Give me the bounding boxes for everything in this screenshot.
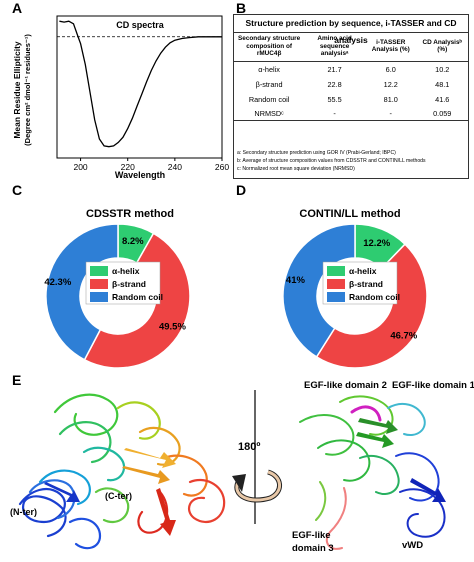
legend-label: β-strand (112, 279, 146, 289)
protein-structure-left (18, 393, 226, 550)
donut-slice-label: 8.2% (122, 236, 144, 247)
footnote: a: Secondary structure prediction using … (237, 150, 396, 156)
egf-domain-1-label: EGF-like domain 1 (392, 380, 474, 391)
legend-label: Random coil (349, 292, 400, 302)
donut-slice-label: 42.3% (44, 277, 71, 288)
table-cell: α-helix (258, 64, 280, 74)
donut-slice-label: 41% (286, 275, 306, 286)
table-row: Random coil 55.5 81.0 41.6 (234, 92, 468, 107)
beta-sheet-right (356, 418, 446, 502)
table-cell: 12.2 (383, 79, 398, 89)
table-cell: 0.059 (416, 106, 468, 121)
donut-slice-label: 49.5% (159, 322, 186, 333)
legend-swatch (90, 279, 108, 289)
cd-ylabel-units: (Degree cm² dmol⁻¹ residues⁻¹) (23, 34, 32, 146)
legend-label: α-helix (112, 266, 140, 276)
panel-label-e: E (12, 372, 22, 388)
donut-slice-label: 46.7% (390, 330, 417, 341)
cd-x-tick-label: 220 (121, 162, 135, 172)
donut-legend: α-helix β-strand Random coil (85, 261, 163, 305)
donut-chart-contin: 12.2% 46.7% 41% α-helix β-strand Random coil (282, 223, 428, 369)
cd-xlabel: Wavelength (115, 170, 165, 180)
c-terminus-label: (C-ter) (105, 491, 132, 501)
table-header: i-TASSER Analysis (%) (365, 34, 417, 62)
legend-swatch (327, 279, 345, 289)
results-table: Secondary structure composition of rMUC4… (234, 34, 468, 121)
table-row: α-helix 21.7 6.0 10.2 (234, 61, 468, 77)
donut-d-title: CONTIN/LL method (299, 208, 401, 220)
table-cell: β-strand (255, 79, 283, 89)
egf-domain-3-label-line1: EGF-like (292, 530, 331, 541)
cd-x-tick-label: 240 (168, 162, 182, 172)
table-header: CD Analysisᵇ (%) (416, 34, 468, 62)
table-cell: Random coil (248, 94, 290, 104)
legend-label: Random coil (112, 292, 163, 302)
table-cell: NRMSDᶜ (234, 106, 305, 121)
donut-slice (282, 223, 356, 358)
donut-c-title: CDSSTR method (86, 208, 174, 220)
egf-domain-3-label-line2: domain 3 (292, 543, 334, 554)
panel-label-c: C (12, 182, 23, 198)
footnote: b: Average of structure composition valu… (237, 158, 426, 164)
table-cell: 10.2 (435, 64, 450, 74)
beta-sheet-arrows (44, 448, 176, 536)
legend-label: β-strand (349, 279, 383, 289)
table-cell: - (365, 106, 417, 121)
cd-spectrum-chart: Mean Residue Ellipticity (Degree cm² dmo… (12, 15, 229, 180)
cd-series-line (59, 20, 222, 148)
panel-label-a: A (12, 0, 23, 16)
cd-x-tick-label: 260 (215, 162, 229, 172)
cd-ylabel: Mean Residue Ellipticity (12, 41, 22, 139)
table-row: NRMSDᶜ - - 0.059 (234, 106, 468, 121)
legend-swatch (327, 292, 345, 302)
vwd-label: vWD (402, 540, 423, 551)
table-cell: 22.8 (327, 79, 342, 89)
table-title: Structure prediction by sequence, i-TASS… (234, 15, 468, 45)
panel-label-b: B (236, 0, 247, 16)
rotation-arrow-icon (232, 390, 282, 524)
n-terminus-label: (N-ter) (10, 507, 37, 517)
legend-swatch (327, 266, 345, 276)
table-cell: - (304, 106, 366, 121)
table-cell: 41.6 (435, 94, 450, 104)
table-header: Amino acid sequence analysisᵃ (304, 34, 366, 62)
donut-chart-cdsstr: 8.2% 49.5% 42.3% α-helix β-strand Random coil (44, 223, 191, 369)
donut-slice-label: 12.2% (363, 238, 390, 249)
structure-prediction-table: Structure prediction by sequence, i-TASS… (233, 14, 469, 179)
rotation-label: 180º (238, 441, 260, 453)
legend-label: α-helix (349, 266, 377, 276)
cd-plot-frame (56, 15, 223, 159)
protein-structure-figure: (N-ter) (C-ter) 180º EGF-like domain 2 E… (10, 380, 474, 554)
table-cell: 55.5 (327, 94, 342, 104)
donut-legend: α-helix β-strand Random coil (322, 261, 400, 305)
donut-slice (45, 223, 119, 361)
table-row: β-strand 22.8 12.2 48.1 (234, 77, 468, 92)
table-cell: 81.0 (383, 94, 398, 104)
cd-x-tick-label: 200 (73, 162, 87, 172)
panel-label-d: D (236, 182, 247, 198)
table-footnotes: a: Secondary structure prediction using … (237, 149, 465, 173)
protein-structure-right (299, 395, 446, 550)
cd-title: CD spectra (116, 20, 165, 30)
table-cell: 48.1 (435, 79, 450, 89)
egf-domain-2-label: EGF-like domain 2 (304, 380, 387, 391)
footnote: c: Normalized root mean square deviation… (237, 166, 355, 172)
donut-slice (315, 243, 428, 369)
table-cell: 21.7 (327, 64, 342, 74)
table-cell: 6.0 (385, 64, 396, 74)
legend-swatch (90, 266, 108, 276)
table-header: Secondary structure composition of rMUC4… (234, 34, 305, 62)
legend-swatch (90, 292, 108, 302)
